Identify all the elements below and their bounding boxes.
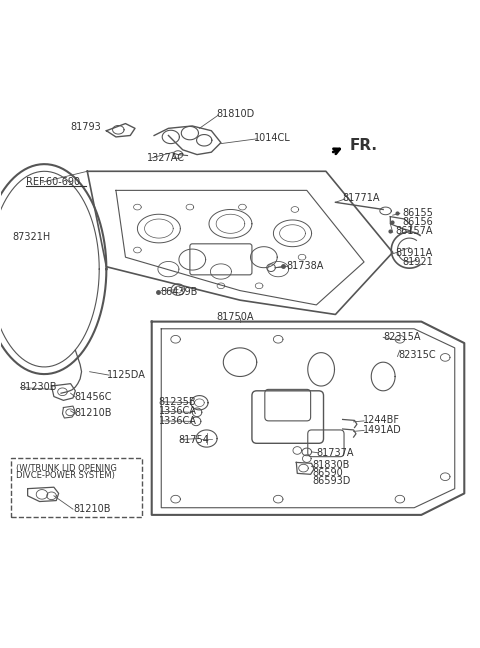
Text: 81235B: 81235B [159,397,196,407]
Text: (W/TRUNK LID OPENING: (W/TRUNK LID OPENING [16,463,117,472]
Text: 87321H: 87321H [12,232,50,242]
Text: 81230B: 81230B [20,382,57,393]
Text: FR.: FR. [350,137,378,152]
Text: 81921: 81921 [402,257,433,267]
Text: 1327AC: 1327AC [147,153,185,163]
Text: 81750A: 81750A [216,312,254,322]
Text: 82315A: 82315A [383,332,420,342]
Text: 86155: 86155 [402,208,433,218]
Text: 1125DA: 1125DA [108,370,146,380]
Text: 1336CA: 1336CA [159,416,197,426]
Text: 82315C: 82315C [398,350,436,360]
Text: 81738A: 81738A [286,260,324,271]
Text: 1244BF: 1244BF [363,415,400,425]
Text: 1014CL: 1014CL [254,133,291,143]
Text: 81793: 81793 [71,122,101,132]
Text: 81911A: 81911A [395,248,432,259]
Text: 86157A: 86157A [395,226,432,237]
Text: 81754: 81754 [178,435,209,445]
Text: 81210B: 81210B [73,504,110,514]
Text: 81210B: 81210B [74,408,112,418]
Text: 81456C: 81456C [74,392,112,402]
Text: 81810D: 81810D [216,109,254,119]
Text: 86439B: 86439B [160,286,198,297]
Text: 81830B: 81830B [312,460,350,470]
Text: 1491AD: 1491AD [363,425,402,435]
Text: REF.60-690: REF.60-690 [26,177,80,187]
Text: 81737A: 81737A [316,448,354,458]
Text: 81771A: 81771A [343,192,380,203]
Text: 86593D: 86593D [312,476,351,487]
Text: DIVCE-POWER SYSTEM): DIVCE-POWER SYSTEM) [16,471,115,480]
Text: 86156: 86156 [402,217,433,227]
Text: 1336CA: 1336CA [159,406,197,416]
Text: 86590: 86590 [312,468,343,478]
